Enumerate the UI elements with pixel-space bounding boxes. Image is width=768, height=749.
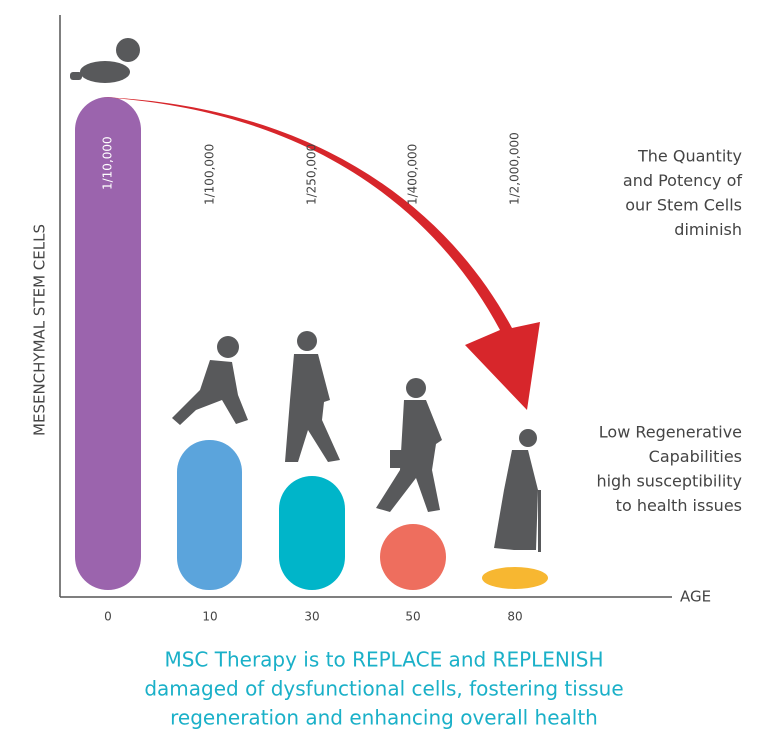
ratio-label: 1/250,000 [305,144,319,205]
footer-line: damaged of dysfunctional cells, fosterin… [144,677,623,701]
note-line: Low Regenerative [599,423,742,442]
age-label: 0 [104,610,112,624]
age-label: 10 [202,610,217,624]
decline-arrow [100,97,540,410]
age-label: 30 [304,610,319,624]
age-label: 50 [405,610,420,624]
footer: MSC Therapy is to REPLACE and REPLENISH d… [144,648,623,730]
bar [75,97,141,590]
footer-line: regeneration and enhancing overall healt… [170,706,598,730]
ratio-label: 1/100,000 [203,144,217,205]
note-line: Capabilities [649,447,742,466]
bar [279,476,345,590]
note-line: and Potency of [623,171,742,190]
columns: 0 1/10,000 10 1/100,000 30 1/250,000 50 1/400,0… [101,132,523,623]
ratio-label: 1/10,000 [101,136,115,190]
note-line: diminish [674,220,742,239]
age-label: 80 [507,610,522,624]
ratio-label: 1/400,000 [406,144,420,205]
footer-line: MSC Therapy is to REPLACE and REPLENISH [164,648,603,672]
note-line: The Quantity [637,147,742,166]
ratio-label: 1/2,000,000 [508,132,522,205]
note-line: to health issues [616,496,742,515]
y-axis-label: MESENCHYMAL STEM CELLS [31,224,49,436]
x-axis-label: AGE [680,588,711,606]
bar [177,440,242,590]
note-line: our Stem Cells [625,196,742,215]
note-line: high susceptibility [596,472,742,491]
notes: The Quantity and Potency of our Stem Cells… [596,147,742,516]
silhouettes [70,38,541,552]
bar [380,524,446,590]
bar [482,567,548,589]
